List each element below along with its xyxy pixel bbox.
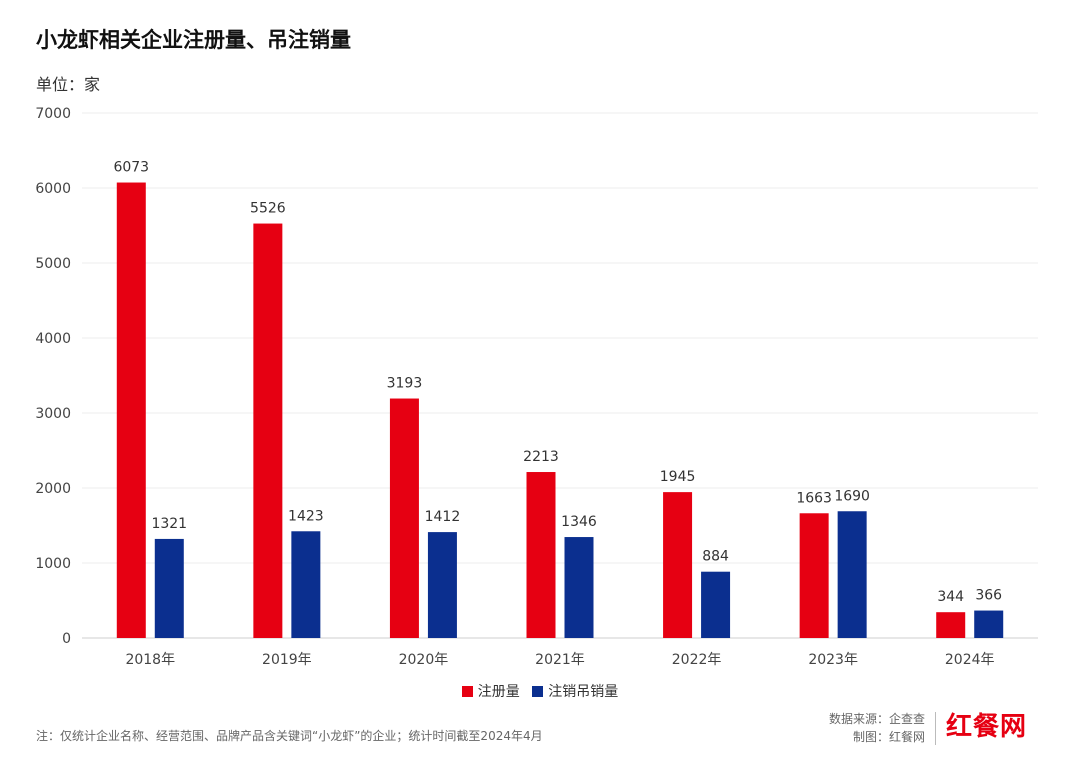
bar-cancellations [974, 610, 1004, 638]
legend-swatch-cancellations [532, 685, 544, 697]
bar-cancellations [837, 511, 867, 638]
data-label-registrations: 3193 [387, 376, 423, 392]
data-label-registrations: 1663 [796, 490, 832, 506]
y-axis-ticks: 0 1000 2000 3000 4000 5000 6000 7000 [35, 106, 71, 647]
bar-cancellations [154, 538, 184, 638]
data-labels: 6073 1321 5526 1423 3193 1412 2213 1346 1945 884 1… [113, 160, 1002, 606]
data-label-cancellations: 884 [702, 549, 729, 565]
bar-registrations [663, 492, 693, 638]
gridlines [82, 112, 1038, 639]
data-label-registrations: 344 [937, 589, 964, 605]
bar-cancellations [701, 571, 731, 638]
data-source: 数据来源：企查查 [828, 712, 925, 726]
legend: 注册量 注销吊销量 [0, 681, 1080, 701]
bar-registrations [799, 513, 829, 638]
legend-label-registrations: 注册量 [477, 684, 520, 700]
data-label-cancellations: 1690 [834, 488, 870, 504]
brand-logo: 红餐网 [946, 712, 1028, 742]
data-label-cancellations: 1423 [288, 508, 324, 524]
data-label-registrations: 6073 [113, 160, 149, 176]
legend-item-cancellations: 注销吊销量 [532, 681, 618, 701]
y-tick-label: 3000 [35, 406, 71, 422]
y-tick-label: 6000 [35, 181, 71, 197]
legend-label-cancellations: 注销吊销量 [548, 684, 619, 700]
data-label-registrations: 5526 [250, 201, 286, 217]
data-label-registrations: 2213 [523, 449, 559, 465]
bar-registrations [253, 223, 283, 639]
x-tick-label: 2024年 [945, 652, 995, 668]
source-credit: 数据来源：企查查 制图：红餐网 [829, 710, 925, 746]
data-label-cancellations: 1321 [151, 516, 187, 532]
legend-swatch-registrations [461, 685, 473, 697]
chart-title: 小龙虾相关企业注册量、吊注销量 [36, 28, 351, 52]
footnote: 注：仅统计企业名称、经营范围、品牌产品含关键词“小龙虾”的企业；统计时间截至20… [36, 729, 543, 743]
y-tick-label: 5000 [35, 256, 71, 272]
bar-cancellations [564, 537, 594, 638]
bar-cancellations [291, 531, 321, 638]
y-tick-label: 7000 [35, 106, 71, 122]
y-tick-label: 4000 [35, 331, 71, 347]
bar-registrations [116, 182, 146, 638]
legend-item-registrations: 注册量 [461, 681, 520, 701]
bar-chart: 0 1000 2000 3000 4000 5000 6000 7000 6073 1321 55… [35, 106, 1038, 668]
bar-registrations [936, 612, 966, 638]
data-label-cancellations: 366 [975, 588, 1002, 604]
y-tick-label: 2000 [35, 481, 71, 497]
data-label-cancellations: 1412 [425, 509, 461, 525]
x-tick-label: 2020年 [399, 652, 449, 668]
y-tick-label: 1000 [35, 556, 71, 572]
unit-label: 单位：家 [36, 75, 101, 94]
bar-registrations [526, 472, 556, 638]
x-tick-label: 2018年 [125, 652, 175, 668]
bar-cancellations [427, 532, 457, 638]
x-tick-label: 2022年 [672, 652, 722, 668]
data-label-registrations: 1945 [660, 469, 696, 485]
x-tick-label: 2019年 [262, 652, 312, 668]
divider [935, 712, 936, 745]
x-tick-label: 2023年 [808, 652, 858, 668]
x-tick-label: 2021年 [535, 652, 585, 668]
chart-maker: 制图：红餐网 [852, 730, 925, 744]
x-axis-ticks: 2018年 2019年 2020年 2021年 2022年 2023年 2024年 [125, 652, 994, 668]
bar-registrations [389, 398, 419, 638]
data-label-cancellations: 1346 [561, 514, 597, 530]
bars [116, 182, 1004, 639]
y-tick-label: 0 [62, 631, 71, 647]
